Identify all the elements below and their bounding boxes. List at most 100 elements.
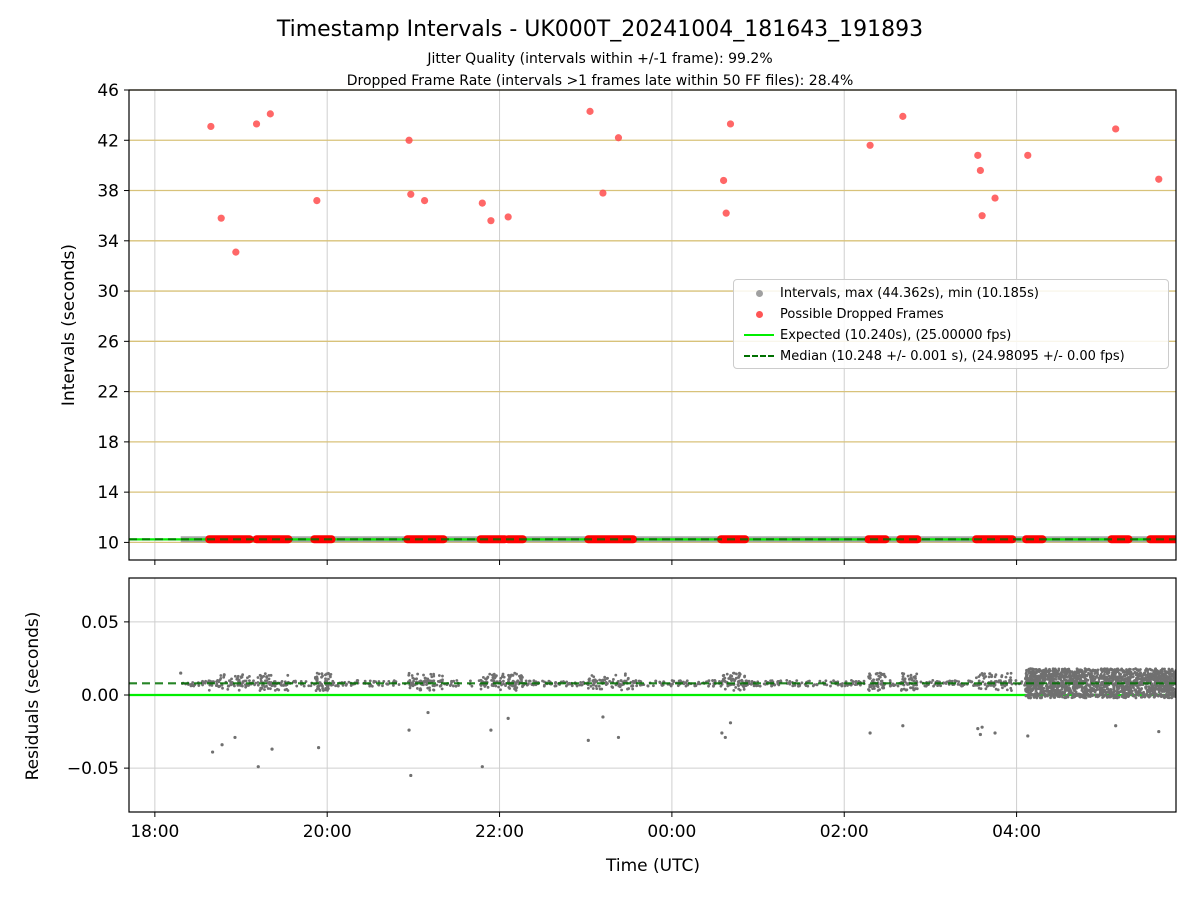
residual-point: [878, 671, 882, 675]
legend-marker-expected: [744, 334, 774, 336]
residual-outlier-point: [480, 765, 484, 769]
residual-point: [239, 675, 243, 679]
residual-point: [1167, 667, 1171, 671]
residual-point: [321, 674, 324, 678]
residual-point: [626, 687, 629, 691]
residual-point: [888, 679, 892, 682]
residual-point: [244, 685, 248, 689]
residual-point: [1172, 670, 1176, 674]
residual-point: [974, 676, 978, 680]
residual-point: [324, 688, 327, 692]
dropped-frame-point: [976, 166, 984, 175]
residual-point: [1098, 691, 1102, 694]
residual-point: [1132, 679, 1136, 683]
residual-point: [711, 679, 715, 682]
residual-point: [266, 687, 270, 690]
bottom-y-tick-label: 0.05: [81, 613, 119, 633]
residual-point: [738, 688, 742, 692]
residual-point: [1097, 676, 1101, 680]
residual-point: [712, 684, 716, 687]
residual-point: [1146, 688, 1150, 692]
residual-point: [494, 684, 498, 688]
residual-point: [1115, 695, 1119, 699]
residual-point: [1049, 696, 1052, 700]
residual-point: [416, 672, 420, 676]
residual-point: [469, 679, 472, 683]
residual-point: [901, 675, 905, 679]
residual-point: [1103, 672, 1106, 676]
residual-point: [515, 686, 519, 689]
residual-point: [1050, 694, 1054, 697]
residual-point: [1029, 687, 1033, 691]
residual-point: [836, 683, 840, 687]
residual-point: [1035, 696, 1039, 700]
residual-point: [764, 679, 768, 683]
residual-point: [1155, 694, 1159, 697]
residual-point: [484, 677, 487, 681]
residual-point: [1068, 691, 1072, 695]
bottom-series-layer: [129, 667, 1176, 778]
residual-outlier-point: [506, 716, 510, 721]
residual-point: [1146, 694, 1150, 698]
residual-point: [431, 684, 435, 688]
residual-point: [1129, 672, 1133, 676]
residual-point: [1069, 679, 1073, 683]
residual-point: [758, 684, 762, 688]
residual-point: [315, 678, 318, 682]
residual-point: [254, 681, 257, 685]
residual-point: [432, 679, 436, 683]
residual-point: [619, 679, 623, 682]
residual-point: [1148, 667, 1152, 671]
residual-point: [1129, 680, 1132, 683]
residual-point: [207, 688, 211, 692]
residual-point: [280, 679, 284, 683]
residual-outlier-point: [868, 731, 872, 735]
residual-point: [1060, 674, 1064, 678]
residual-point: [1008, 680, 1012, 684]
residual-point: [1124, 677, 1128, 680]
residual-point: [1009, 686, 1013, 690]
residual-point: [734, 686, 738, 689]
residual-outlier-point: [270, 747, 274, 751]
residual-point: [307, 684, 311, 688]
residual-outlier-point: [901, 724, 905, 728]
residual-point: [1060, 679, 1064, 683]
residual-point: [913, 674, 917, 678]
residual-point: [915, 687, 919, 691]
residual-point: [1095, 674, 1099, 678]
residual-point: [880, 682, 883, 686]
residual-point: [721, 674, 725, 678]
residual-point: [1168, 675, 1172, 678]
dropped-frame-point: [614, 134, 623, 142]
top-plot-frame: [128, 89, 1177, 561]
residual-point: [1037, 687, 1041, 690]
residual-point: [1101, 692, 1104, 696]
residual-point: [806, 684, 810, 688]
residual-point: [273, 688, 277, 692]
residual-outlier-point: [720, 731, 724, 735]
residual-point: [1026, 693, 1030, 697]
bottom-plot-area: 18:00 20:00 22:00 00:00 02:00 04:00 −0.05 0.00 0…: [67, 577, 1177, 842]
residual-point: [1040, 669, 1044, 673]
residual-point: [1121, 678, 1125, 682]
residual-point: [1042, 674, 1046, 678]
dropped-frame-point: [1024, 151, 1032, 159]
residual-point: [912, 687, 915, 690]
residual-point: [906, 683, 909, 686]
residual-point: [982, 676, 986, 680]
residual-point: [987, 684, 990, 687]
residual-point: [905, 688, 909, 692]
residual-point: [967, 679, 971, 683]
residual-point: [1171, 688, 1175, 692]
residual-point: [1075, 685, 1079, 689]
residual-point: [268, 682, 272, 686]
residual-outlier-point: [210, 750, 215, 754]
residual-point: [302, 684, 306, 688]
residual-point: [595, 687, 599, 691]
residual-point: [267, 674, 271, 677]
residual-point: [488, 672, 492, 676]
residual-point: [1128, 687, 1131, 691]
residual-point: [720, 679, 724, 683]
residual-point: [909, 673, 913, 677]
residual-point: [1153, 689, 1157, 692]
